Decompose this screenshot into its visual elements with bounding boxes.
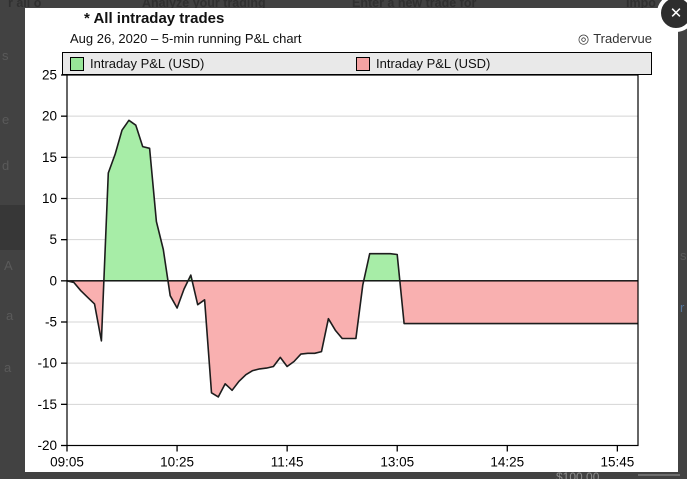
brand-label: Tradervue <box>593 31 652 46</box>
background-rule <box>638 474 680 476</box>
brand: ◎ Tradervue <box>578 31 652 47</box>
y-tick-label: -5 <box>45 315 57 330</box>
background-text-fragment: a <box>6 308 14 323</box>
y-tick-label: 25 <box>42 68 57 83</box>
background-text-fragment: a <box>4 360 12 375</box>
y-tick-label: 5 <box>49 232 57 247</box>
legend-swatch-red <box>356 56 370 71</box>
background-text-fragment: Analyze your trading <box>142 0 266 10</box>
legend-item-negative: Intraday P&L (USD) <box>356 56 490 71</box>
y-tick-label: 20 <box>42 109 57 124</box>
x-tick-label: 13:05 <box>380 455 414 470</box>
background-text-fragment: A <box>4 258 13 273</box>
chart-subtitle: Aug 26, 2020 – 5-min running P&L chart <box>70 31 302 46</box>
legend-item-positive: Intraday P&L (USD) <box>70 56 204 71</box>
x-tick-label: 14:25 <box>490 455 524 470</box>
tradervue-logo-icon: ◎ <box>577 31 590 46</box>
legend-label: Intraday P&L (USD) <box>376 56 491 71</box>
x-tick-label: 09:05 <box>50 455 84 470</box>
background-text-fragment: Impo <box>626 0 656 10</box>
background-text-fragment: $100.00 <box>556 470 600 479</box>
background-text-fragment: r all o <box>8 0 42 10</box>
chart-legend: Intraday P&L (USD) Intraday P&L (USD) <box>62 52 652 75</box>
plot-frame <box>66 74 639 447</box>
y-tick-label: -20 <box>37 438 57 453</box>
y-tick-label: 0 <box>49 273 57 288</box>
close-button[interactable]: ✕ <box>657 0 687 32</box>
chart-title: * All intraday trades <box>84 10 225 27</box>
background-text-fragment: e <box>2 112 10 127</box>
x-tick-label: 11:45 <box>271 455 304 470</box>
background-text-fragment: s <box>2 48 9 63</box>
y-tick-label: 15 <box>42 150 57 165</box>
legend-swatch-green <box>70 56 84 71</box>
background-text-fragment: r <box>680 300 685 315</box>
positive-area <box>67 120 638 281</box>
x-tick-label: 10:25 <box>160 455 194 470</box>
y-tick-label: 10 <box>42 191 57 206</box>
background-text-fragment: d <box>2 158 10 173</box>
x-tick-label: 15:45 <box>600 455 634 470</box>
background-text-fragment: s <box>680 248 687 263</box>
legend-label: Intraday P&L (USD) <box>90 56 205 71</box>
background-divider <box>0 205 25 250</box>
y-tick-label: -10 <box>37 356 57 371</box>
pnl-curve <box>66 119 638 398</box>
background-text-fragment: Enter a new trade for <box>352 0 477 10</box>
y-tick-label: -15 <box>37 397 57 412</box>
